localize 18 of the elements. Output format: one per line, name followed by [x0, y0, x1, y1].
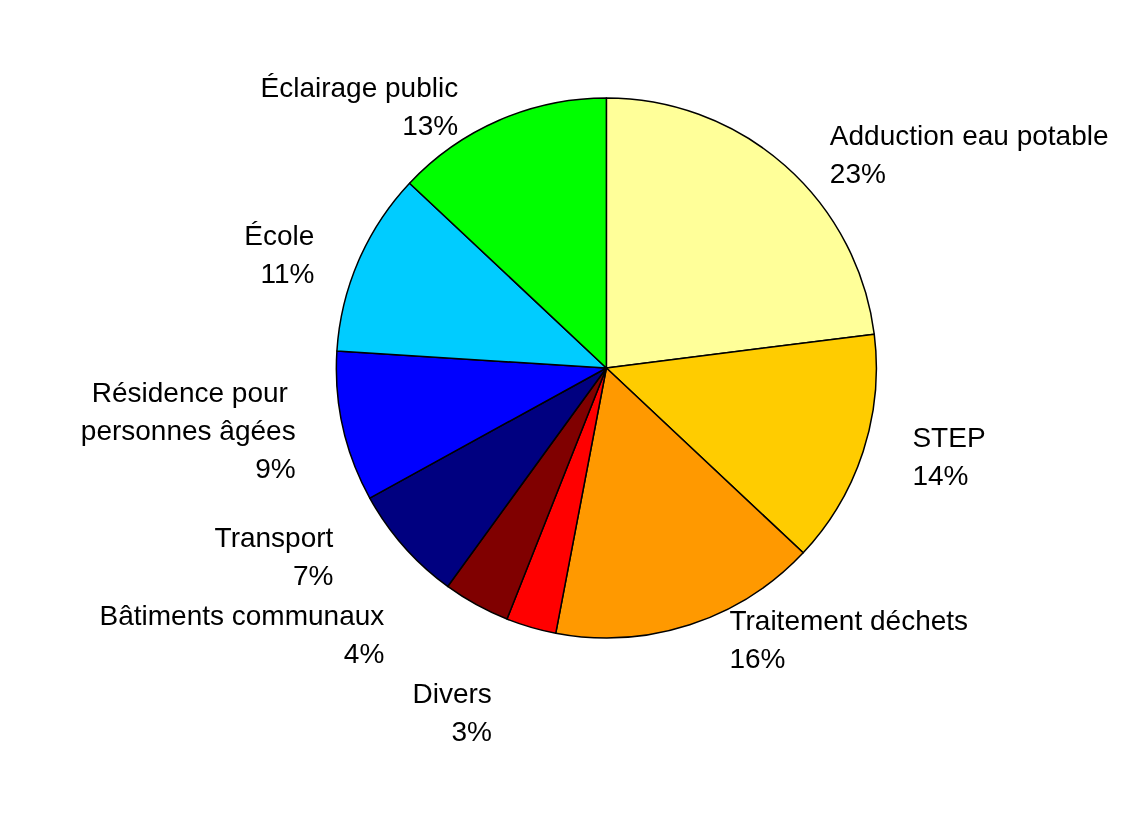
slice-label: Éclairage public: [260, 71, 459, 103]
data-label: 14%: [912, 459, 969, 491]
slice-label: Bâtiments communaux: [99, 599, 385, 631]
slice-label: STEP: [912, 421, 986, 453]
slice-label: École: [244, 220, 315, 252]
slice-label: Transport: [214, 521, 334, 553]
data-label: 7%: [292, 559, 334, 591]
data-label: 11%: [260, 258, 315, 290]
slice-label: Résidence pour personnes âgées: [80, 376, 296, 446]
slice-label: Adduction eau potable: [829, 119, 1109, 151]
data-label: 16%: [729, 642, 786, 674]
data-label: 3%: [451, 715, 492, 747]
slice-label: Traitement déchets: [729, 604, 969, 636]
data-label: 9%: [255, 452, 296, 484]
data-label: 4%: [343, 637, 385, 669]
data-label: 23%: [829, 157, 886, 189]
slice-label: Divers: [412, 677, 492, 709]
data-label: 13%: [402, 109, 459, 141]
